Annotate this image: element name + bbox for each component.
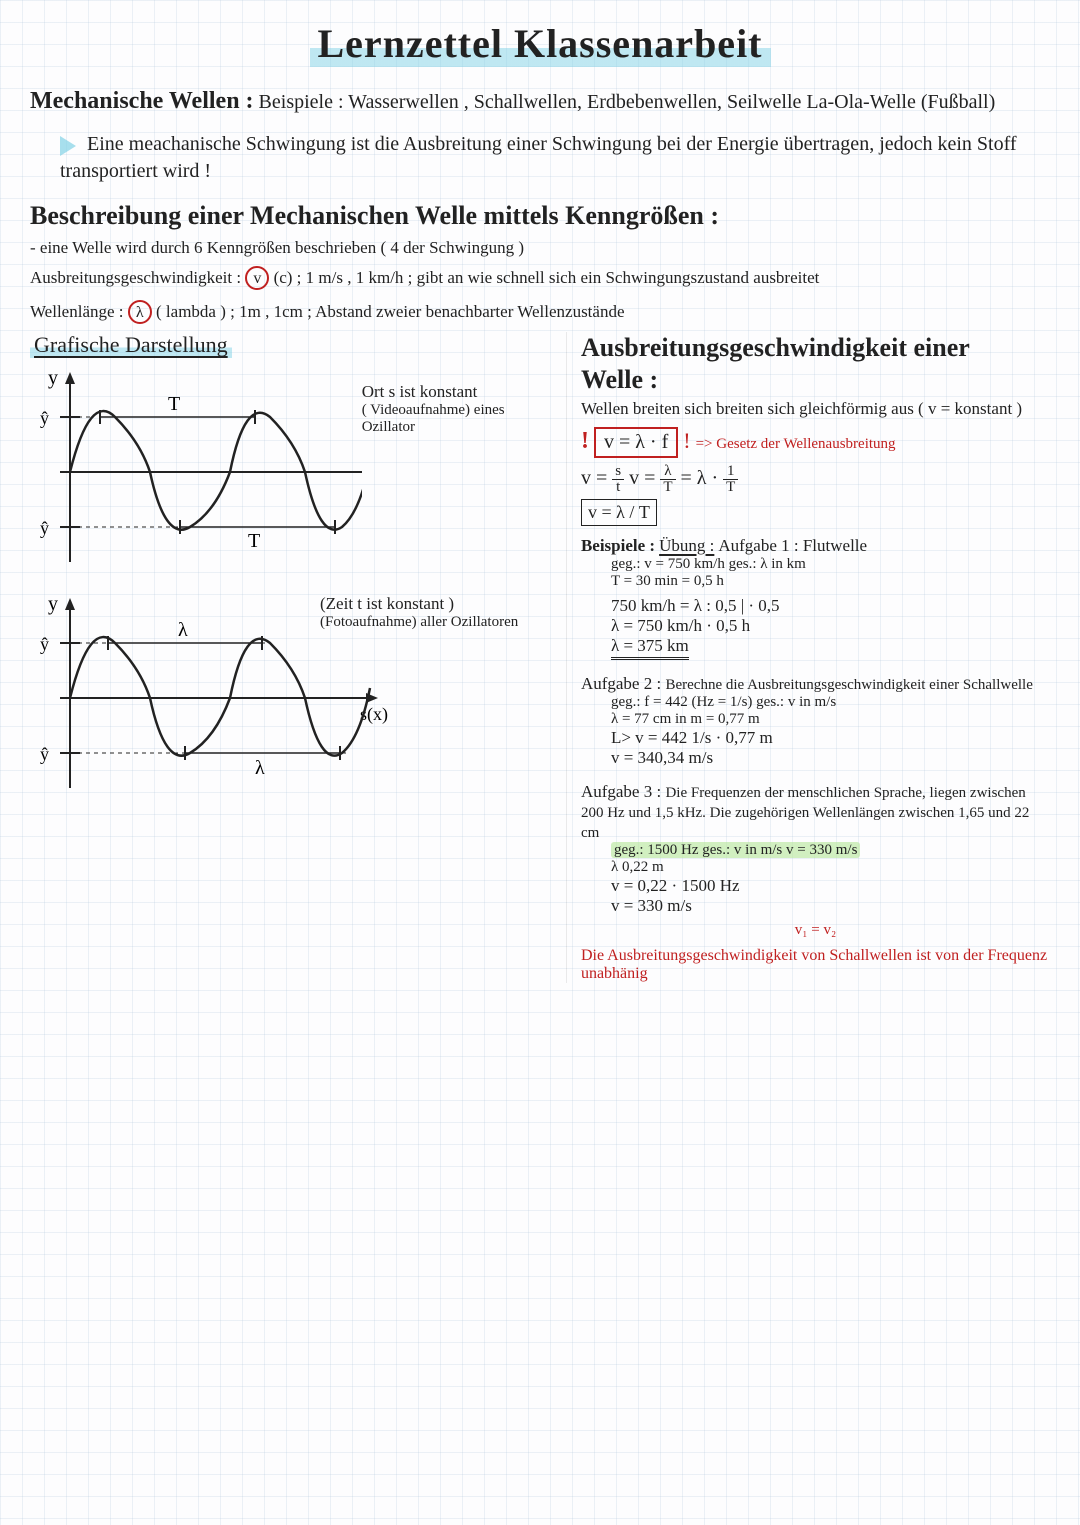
boxed-v-lambda-T: v = λ / T <box>581 499 657 526</box>
law-note: => Gesetz der Wellenausbreitung <box>696 436 896 452</box>
conclusion: Die Ausbreitungsgeschwindigkeit von Scha… <box>581 947 1050 983</box>
svg-text:ŷ: ŷ <box>40 634 49 654</box>
svg-text:T: T <box>248 530 260 552</box>
a3-geg: geg.: 1500 Hz ges.: v in m/s v = 330 m/s <box>611 842 1050 859</box>
a1-title: Aufgabe 1 : Flutwelle <box>718 536 867 555</box>
a2-l2: v = 340,34 m/s <box>611 748 1050 768</box>
graph2-note2: (Fotoaufnahme) aller Ozillatoren <box>320 614 518 631</box>
definition-text: Eine meachanische Schwingung ist die Aus… <box>60 133 1017 182</box>
a3-l2: v = 330 m/s <box>611 896 1050 916</box>
a2-title: Aufgabe 2 : <box>581 674 661 693</box>
a3-geg2: λ 0,22 m <box>611 859 1050 876</box>
svg-text:y: y <box>48 367 58 389</box>
right-title-2: Welle : <box>581 364 1050 395</box>
kenngroessen-line1: - eine Welle wird durch 6 Kenngrößen bes… <box>30 237 1050 260</box>
graph1-note2: ( Videoaufnahme) eines Ozillator <box>362 402 546 436</box>
svg-text:λ: λ <box>178 619 188 641</box>
graph1-note1: Ort s ist konstant <box>362 382 546 402</box>
section-mech-wellen: Mechanische Wellen : Beispiele : Wasserw… <box>30 85 1050 117</box>
wellenlaenge-line: Wellenlänge : λ ( lambda ) ; 1m , 1cm ; … <box>30 300 1050 324</box>
graph-heading: Grafische Darstellung <box>30 332 232 358</box>
heading-mech: Mechanische Wellen : <box>30 88 254 114</box>
a1-geg2: T = 30 min = 0,5 h <box>611 573 1050 590</box>
graph2-note1: (Zeit t ist konstant ) <box>320 594 518 614</box>
v1-v2: v₁ = v₂ <box>581 922 1050 939</box>
right-column: Ausbreitungsgeschwindigkeit einer Welle … <box>566 332 1050 982</box>
svg-text:T: T <box>168 393 180 415</box>
a2-geg2: λ = 77 cm in m = 0,77 m <box>611 711 1050 728</box>
a2-l1: L> v = 442 1/s · 0,77 m <box>611 728 1050 748</box>
derivation-row: v = st v = λT = λ · 1T <box>581 464 1050 495</box>
right-title-1: Ausbreitungsgeschwindigkeit einer <box>581 332 1050 363</box>
circled-v: v <box>245 266 269 290</box>
svg-text:y: y <box>48 593 58 615</box>
beispiele-label: Beispiele : <box>581 536 655 555</box>
bullet-arrow-icon <box>60 136 76 156</box>
graph-time: y t ŷ ŷ T T <box>30 362 362 582</box>
a3-title: Aufgabe 3 : <box>581 782 661 801</box>
a1-geg: geg.: v = 750 km/h ges.: λ in km <box>611 556 1050 573</box>
law-equation: v = λ · f <box>594 427 678 458</box>
a2-desc: Berechne die Ausbreitungsgeschwindigkeit… <box>665 677 1032 693</box>
svg-text:λ: λ <box>255 757 265 779</box>
a2-geg: geg.: f = 442 (Hz = 1/s) ges.: v in m/s <box>611 694 1050 711</box>
a1-l1: 750 km/h = λ : 0,5 | · 0,5 <box>611 596 1050 616</box>
examples-text: Beispiele : Wasserwellen , Schallwellen,… <box>259 91 996 113</box>
svg-text:ŷ: ŷ <box>40 518 49 538</box>
svg-text:ŷ: ŷ <box>40 408 49 428</box>
right-p1: Wellen breiten sich breiten sich gleichf… <box>581 399 1050 419</box>
svg-text:ŷ: ŷ <box>40 744 49 764</box>
a1-l3: λ = 375 km <box>611 636 1050 660</box>
a3-l1: v = 0,22 · 1500 Hz <box>611 876 1050 896</box>
circled-lambda: λ <box>128 300 152 324</box>
a1-l2: λ = 750 km/h · 0,5 h <box>611 616 1050 636</box>
uebung-label: Übung : <box>659 536 714 555</box>
heading-beschreibung: Beschreibung einer Mechanischen Welle mi… <box>30 201 1050 231</box>
left-column: Grafische Darstellung y t ŷ ŷ <box>30 332 546 982</box>
ausbreitung-line: Ausbreitungsgeschwindigkeit : v (c) ; 1 … <box>30 266 1050 290</box>
page-title: Lernzettel Klassenarbeit <box>310 20 771 67</box>
